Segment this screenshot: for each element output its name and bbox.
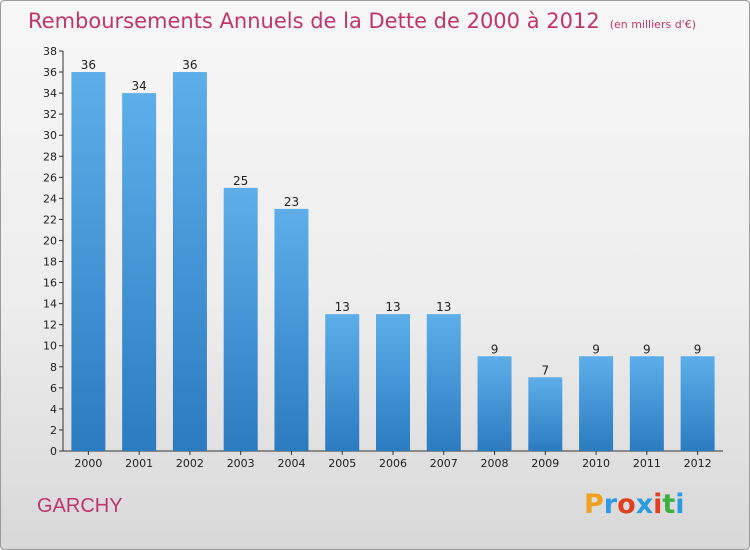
x-tick-label: 2003 bbox=[227, 457, 255, 470]
y-tick-label: 8 bbox=[50, 361, 57, 374]
y-tick-label: 38 bbox=[43, 45, 57, 58]
y-tick-label: 6 bbox=[50, 382, 57, 395]
bar-value-label: 25 bbox=[233, 174, 248, 188]
bar-2006 bbox=[376, 314, 410, 451]
logo-letter: i bbox=[675, 489, 685, 520]
commune-name: GARCHY bbox=[37, 495, 123, 517]
bar-2000 bbox=[71, 72, 106, 451]
y-tick-label: 0 bbox=[50, 445, 57, 458]
logo-letter: r bbox=[603, 489, 618, 520]
bar-2005 bbox=[325, 314, 360, 451]
y-tick-label: 32 bbox=[43, 108, 57, 121]
bar-2010 bbox=[579, 356, 614, 451]
bar-2009 bbox=[528, 377, 563, 451]
bar-2004 bbox=[274, 208, 309, 451]
bar-value-label: 13 bbox=[335, 300, 350, 314]
bar-2007 bbox=[426, 314, 461, 451]
y-tick-label: 24 bbox=[43, 192, 57, 205]
y-tick-label: 12 bbox=[43, 319, 57, 332]
y-tick-label: 28 bbox=[43, 150, 57, 163]
bar-value-label: 9 bbox=[694, 342, 702, 356]
y-tick-label: 36 bbox=[43, 66, 57, 79]
y-tick-label: 34 bbox=[43, 87, 57, 100]
y-tick-label: 2 bbox=[50, 424, 57, 437]
x-tick-label: 2008 bbox=[481, 457, 509, 470]
y-tick-label: 16 bbox=[43, 277, 57, 290]
x-tick-label: 2012 bbox=[684, 457, 712, 470]
bar-value-label: 9 bbox=[643, 342, 651, 356]
bar-value-label: 23 bbox=[284, 195, 299, 209]
x-tick-label: 2007 bbox=[430, 457, 458, 470]
y-tick-label: 22 bbox=[43, 213, 57, 226]
y-tick-label: 14 bbox=[43, 298, 57, 311]
logo-letter: i bbox=[653, 489, 663, 520]
x-tick-label: 2009 bbox=[531, 457, 559, 470]
y-tick-label: 18 bbox=[43, 256, 57, 269]
x-tick-label: 2011 bbox=[633, 457, 661, 470]
x-tick-label: 2002 bbox=[176, 457, 204, 470]
bar-value-label: 7 bbox=[541, 363, 549, 377]
bar-2012 bbox=[680, 356, 715, 451]
y-tick-label: 30 bbox=[43, 129, 57, 142]
proxiti-logo: Proxiti bbox=[584, 489, 685, 520]
logo-letter: P bbox=[584, 489, 604, 520]
bar-2001 bbox=[122, 93, 157, 452]
logo-letter: o bbox=[617, 489, 636, 520]
bar-value-label: 36 bbox=[182, 58, 197, 72]
x-tick-label: 2001 bbox=[125, 457, 153, 470]
x-tick-label: 2005 bbox=[328, 457, 356, 470]
bar-value-label: 34 bbox=[132, 79, 147, 93]
bar-2011 bbox=[629, 356, 664, 451]
x-tick-label: 2010 bbox=[582, 457, 610, 470]
bar-value-label: 9 bbox=[491, 342, 499, 356]
y-tick-label: 26 bbox=[43, 171, 57, 184]
bar-value-label: 13 bbox=[385, 300, 400, 314]
chart-unit: (en milliers d'€) bbox=[609, 18, 696, 31]
y-tick-label: 20 bbox=[43, 234, 57, 247]
bar-2002 bbox=[172, 72, 207, 451]
x-tick-label: 2004 bbox=[277, 457, 305, 470]
chart-title-text: Remboursements Annuels de la Dette de 20… bbox=[28, 9, 600, 33]
bar-value-label: 36 bbox=[81, 58, 96, 72]
bar-2008 bbox=[477, 356, 512, 451]
x-tick-label: 2000 bbox=[74, 457, 102, 470]
bar-2003 bbox=[223, 187, 258, 451]
chart-title: Remboursements Annuels de la Dette de 20… bbox=[28, 9, 696, 33]
logo-letter: t bbox=[662, 489, 676, 520]
x-tick-label: 2006 bbox=[379, 457, 407, 470]
y-tick-label: 10 bbox=[43, 340, 57, 353]
logo-letter: x bbox=[635, 489, 654, 520]
y-tick-label: 4 bbox=[50, 403, 57, 416]
bar-value-label: 13 bbox=[436, 300, 451, 314]
bar-value-label: 9 bbox=[592, 342, 600, 356]
